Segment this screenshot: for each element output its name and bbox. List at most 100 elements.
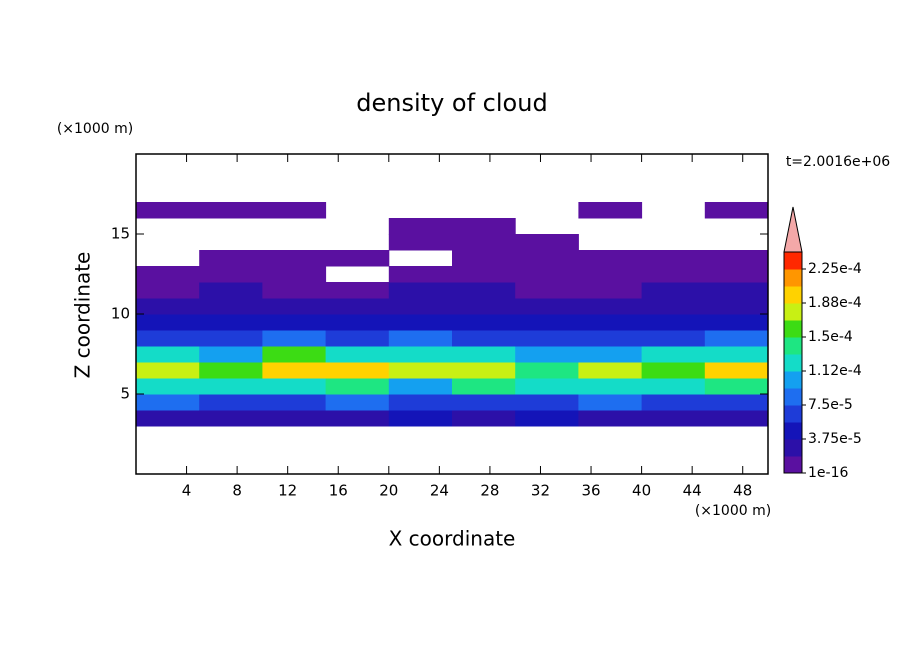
x-tick-label: 20 xyxy=(379,482,398,500)
colorbar-band xyxy=(784,354,802,372)
contour-cell xyxy=(325,330,390,347)
contour-cell xyxy=(325,394,390,411)
contour-cell xyxy=(136,346,200,363)
contour-cell xyxy=(325,282,390,299)
contour-cell xyxy=(136,394,200,411)
x-tick-label: 36 xyxy=(581,482,600,500)
contour-cell xyxy=(136,202,200,219)
contour-cell xyxy=(578,250,643,267)
contour-cell xyxy=(325,314,390,331)
contour-cell xyxy=(452,314,516,331)
contour-cell xyxy=(452,218,516,235)
contour-cell xyxy=(199,330,263,347)
colorbar-band xyxy=(784,405,802,423)
contour-cell xyxy=(641,266,706,283)
colorbar-tick-label: 1.12e-4 xyxy=(808,363,862,379)
colorbar-tick-label: 1e-16 xyxy=(808,465,848,481)
contour-cell xyxy=(641,394,706,411)
contour-cell xyxy=(641,346,706,363)
y-unit: (×1000 m) xyxy=(57,121,133,137)
contour-cell xyxy=(578,394,643,411)
colorbar-band xyxy=(784,286,802,304)
contour-cell xyxy=(388,330,453,347)
y-tick-label: 5 xyxy=(120,385,130,403)
contour-cell xyxy=(578,282,643,299)
contour-cell xyxy=(325,410,390,427)
contour-cell xyxy=(262,330,327,347)
contour-cell xyxy=(515,250,579,267)
x-tick-label: 16 xyxy=(329,482,348,500)
colorbar-frame xyxy=(783,251,803,474)
contour-cell xyxy=(452,298,516,315)
contour-cell xyxy=(199,362,263,379)
contour-cell xyxy=(515,314,579,331)
contour-cell xyxy=(452,410,516,427)
contour-cell xyxy=(704,378,769,395)
contour-cell xyxy=(578,298,643,315)
contour-cell xyxy=(452,266,516,283)
contour-cell xyxy=(325,362,390,379)
contour-cell xyxy=(199,202,263,219)
contour-cell xyxy=(515,362,579,379)
contour-cell xyxy=(199,266,263,283)
contour-cell xyxy=(452,282,516,299)
contour-cell xyxy=(641,250,706,267)
colorbar-tick-label: 3.75e-5 xyxy=(808,431,862,447)
contour-cell xyxy=(388,218,453,235)
contour-cell xyxy=(641,298,706,315)
contour-cell xyxy=(136,266,200,283)
contour-cell xyxy=(704,250,769,267)
colorbar-band xyxy=(784,320,802,338)
contour-cell xyxy=(452,394,516,411)
contour-cell xyxy=(199,410,263,427)
contour-cell xyxy=(704,410,769,427)
x-tick-label: 4 xyxy=(182,482,192,500)
x-tick-label: 40 xyxy=(632,482,651,500)
colorbar-extend xyxy=(783,206,803,253)
contour-cell xyxy=(704,298,769,315)
contour-cell xyxy=(578,346,643,363)
contour-cell xyxy=(199,346,263,363)
contour-cell xyxy=(515,378,579,395)
x-tick-label: 8 xyxy=(232,482,242,500)
contour-cell xyxy=(641,282,706,299)
contour-cell xyxy=(578,378,643,395)
contour-cell xyxy=(515,330,579,347)
contour-cell xyxy=(452,330,516,347)
contour-cell xyxy=(641,410,706,427)
contour-cell xyxy=(199,394,263,411)
contour-cell xyxy=(388,346,453,363)
y-tick-label: 10 xyxy=(111,305,130,323)
contour-cell xyxy=(578,410,643,427)
contour-cell xyxy=(452,250,516,267)
contour-cell xyxy=(136,330,200,347)
contour-cell xyxy=(136,378,200,395)
x-tick-label: 24 xyxy=(430,482,449,500)
contour-cell xyxy=(452,362,516,379)
contour-cell xyxy=(704,394,769,411)
contour-cell xyxy=(262,314,327,331)
colorbar-band xyxy=(784,337,802,355)
contour-cell xyxy=(704,362,769,379)
contour-cell xyxy=(136,410,200,427)
x-tick-label: 12 xyxy=(278,482,297,500)
contour-cell xyxy=(452,234,516,251)
contour-cell xyxy=(199,378,263,395)
colorbar-band xyxy=(784,422,802,440)
colorbar-tick-label: 2.25e-4 xyxy=(808,261,862,277)
contour-cell xyxy=(262,410,327,427)
contour-cell xyxy=(199,250,263,267)
contour-cell xyxy=(388,298,453,315)
contour-cell xyxy=(578,330,643,347)
x-tick-label: 48 xyxy=(733,482,752,500)
colorbar-band xyxy=(784,439,802,457)
contour-cell xyxy=(388,394,453,411)
colorbar-band xyxy=(784,269,802,287)
contour-cell xyxy=(388,378,453,395)
contour-cell xyxy=(578,362,643,379)
colorbar-band xyxy=(784,252,802,270)
colorbar-tick-label: 1.88e-4 xyxy=(808,295,862,311)
contour-cell xyxy=(262,266,327,283)
colorbar-band xyxy=(784,303,802,321)
contour-cell xyxy=(452,346,516,363)
